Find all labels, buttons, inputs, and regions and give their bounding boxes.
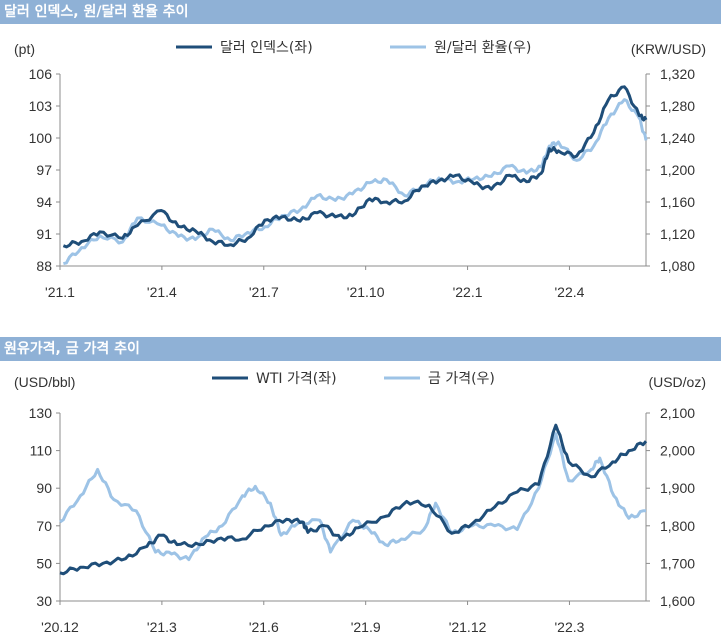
x-tick-label: '22.3: [554, 619, 584, 635]
series-line-right: [63, 98, 648, 266]
legend-label: 금 가격(우): [428, 371, 495, 387]
chart1-title: 달러 인덱스, 원/달러 환율 추이: [0, 0, 721, 24]
series-line-right: [59, 432, 646, 562]
x-tick-label: '21.6: [249, 619, 279, 635]
chart2-title: 원유가격, 금 가격 추이: [0, 337, 721, 361]
left-axis-unit: (USD/bbl): [14, 374, 75, 390]
legend-label: 달러 인덱스(좌): [220, 40, 313, 56]
x-tick-label: '21.3: [147, 619, 177, 635]
right-tick-label: 1,080: [660, 258, 695, 274]
legend-label: WTI 가격(좌): [256, 371, 337, 387]
left-tick-label: 88: [36, 258, 52, 274]
x-tick-label: '21.7: [249, 284, 279, 300]
legend-label: 원/달러 환율(우): [434, 40, 531, 56]
right-tick-label: 1,280: [660, 98, 695, 114]
x-tick-label: '21.12: [449, 619, 487, 635]
right-tick-label: 1,900: [660, 480, 695, 496]
x-tick-label: '22.1: [453, 284, 483, 300]
left-tick-label: 103: [29, 98, 53, 114]
chart-dollar-index-krw: (pt) (KRW/USD) 88 91 94 97 100 103 106 1,080 1,120…: [14, 40, 706, 300]
right-tick-label: 1,200: [660, 162, 695, 178]
left-tick-label: 130: [29, 405, 53, 421]
left-tick-label: 90: [36, 480, 52, 496]
left-tick-label: 91: [36, 226, 52, 242]
right-tick-label: 1,800: [660, 518, 695, 534]
right-axis-unit: (KRW/USD): [631, 41, 706, 57]
left-tick-label: 110: [30, 443, 53, 459]
x-tick-label: '21.1: [45, 284, 75, 300]
right-tick-label: 2,000: [660, 443, 695, 459]
right-tick-label: 1,240: [660, 130, 695, 146]
series-line-left: [59, 423, 648, 576]
right-tick-label: 1,320: [660, 66, 695, 82]
x-tick-label: '20.12: [41, 619, 79, 635]
left-tick-label: 94: [36, 194, 52, 210]
right-tick-label: 1,160: [660, 194, 695, 210]
x-tick-label: '21.10: [347, 284, 385, 300]
x-tick-label: '21.4: [147, 284, 177, 300]
right-tick-label: 1,600: [660, 593, 695, 609]
left-tick-label: 30: [36, 593, 52, 609]
right-tick-label: 1,120: [660, 226, 695, 242]
left-tick-label: 97: [36, 162, 52, 178]
left-tick-label: 70: [36, 518, 52, 534]
x-tick-label: '22.4: [554, 284, 584, 300]
left-tick-label: 50: [36, 555, 52, 571]
left-tick-label: 106: [29, 66, 53, 82]
right-tick-label: 1,700: [660, 555, 695, 571]
left-axis-unit: (pt): [14, 41, 35, 57]
right-axis-unit: (USD/oz): [648, 374, 706, 390]
right-tick-label: 2,100: [660, 405, 695, 421]
chart-oil-gold: (USD/bbl) (USD/oz) 30 50 70 90 110 130 1,600 1,70…: [14, 371, 706, 635]
left-tick-label: 100: [29, 130, 53, 146]
series-line-left: [62, 85, 648, 249]
x-tick-label: '21.9: [351, 619, 381, 635]
